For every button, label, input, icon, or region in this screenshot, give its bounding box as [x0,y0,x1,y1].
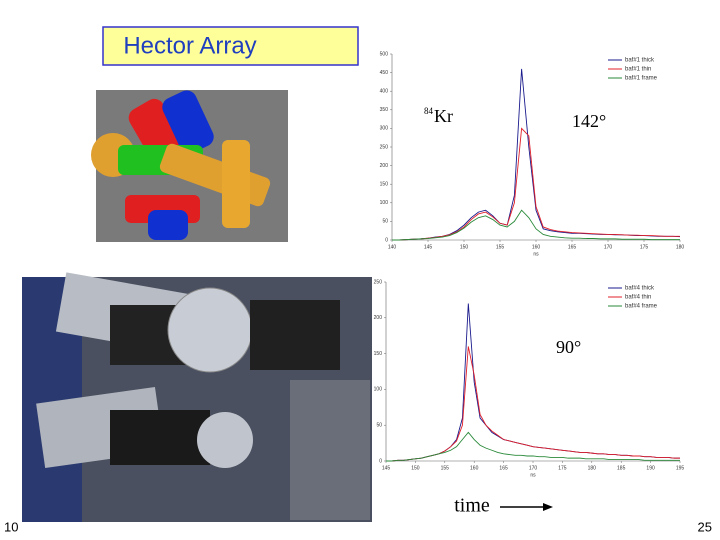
y-tick-label: 450 [380,70,389,76]
legend-label: baf#1 thin [625,67,651,73]
y-tick-label: 200 [374,315,383,321]
x-tick-label: 140 [388,244,397,250]
legend-label: baf#1 frame [625,76,658,82]
x-axis-label: ns [530,472,536,478]
x-tick-label: 150 [411,465,420,471]
x-tick-label: 195 [676,465,685,471]
x-tick-label: 170 [604,244,613,250]
x-tick-label: 190 [646,465,655,471]
x-tick-label: 145 [382,465,391,471]
y-tick-label: 350 [380,107,389,113]
page-left: 10 [4,519,18,534]
chart-annotation: 90° [556,337,581,357]
y-tick-label: 500 [380,51,389,57]
legend-label: baf#4 frame [625,304,658,310]
hector-render [91,90,288,242]
y-tick-label: 50 [376,423,382,429]
time-caption: time [454,495,490,517]
y-tick-label: 400 [380,89,389,95]
x-tick-label: 160 [470,465,479,471]
series-line [386,303,680,462]
x-tick-label: 175 [640,244,649,250]
slide-title: Hector Array [123,32,256,59]
legend-label: baf#1 thick [625,58,655,64]
y-tick-label: 0 [385,237,388,243]
series-line [392,127,680,241]
title-box [102,26,359,66]
isotope: Kr [434,106,453,126]
x-axis-label: ns [533,251,539,257]
series-line [386,346,680,462]
x-tick-label: 185 [617,465,626,471]
y-tick-label: 150 [380,182,389,188]
y-tick-label: 50 [382,219,388,225]
legend-label: baf#4 thin [625,295,651,301]
y-tick-label: 0 [379,458,382,464]
y-tick-label: 250 [374,279,383,285]
y-tick-label: 250 [380,144,389,150]
isotope-mass: 84 [424,106,434,116]
x-tick-label: 180 [676,244,685,250]
x-tick-label: 180 [588,465,597,471]
detector-photo [22,272,372,522]
chart-annotation: 142° [572,111,606,131]
legend-label: baf#4 thick [625,286,655,292]
x-tick-label: 175 [558,465,567,471]
series-line [392,209,680,241]
time-arrowhead [543,503,553,511]
series-line [386,431,680,462]
x-tick-label: 165 [568,244,577,250]
x-tick-label: 145 [424,244,433,250]
x-tick-label: 165 [499,465,508,471]
x-tick-label: 160 [532,244,541,250]
y-tick-label: 300 [380,126,389,132]
y-tick-label: 150 [374,351,383,357]
x-tick-label: 170 [529,465,538,471]
y-tick-label: 100 [380,200,389,206]
y-tick-label: 200 [380,163,389,169]
x-tick-label: 155 [441,465,450,471]
x-tick-label: 150 [460,244,469,250]
y-tick-label: 100 [374,387,383,393]
page-right: 25 [698,519,712,534]
x-tick-label: 155 [496,244,505,250]
series-line [392,68,681,241]
